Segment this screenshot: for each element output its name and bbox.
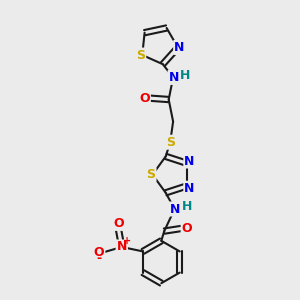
Text: N: N: [169, 202, 180, 215]
Text: N: N: [117, 241, 127, 254]
Text: H: H: [182, 200, 192, 213]
Text: +: +: [123, 236, 131, 246]
Text: S: S: [146, 168, 155, 181]
Text: O: O: [182, 222, 192, 235]
Text: O: O: [94, 246, 104, 259]
Text: O: O: [139, 92, 150, 105]
Text: -: -: [97, 252, 102, 265]
Text: N: N: [174, 41, 184, 54]
Text: N: N: [184, 154, 195, 167]
Text: H: H: [180, 69, 191, 82]
Text: O: O: [113, 217, 124, 230]
Text: N: N: [169, 71, 179, 84]
Text: S: S: [166, 136, 175, 149]
Text: S: S: [136, 49, 145, 62]
Text: N: N: [184, 182, 195, 195]
